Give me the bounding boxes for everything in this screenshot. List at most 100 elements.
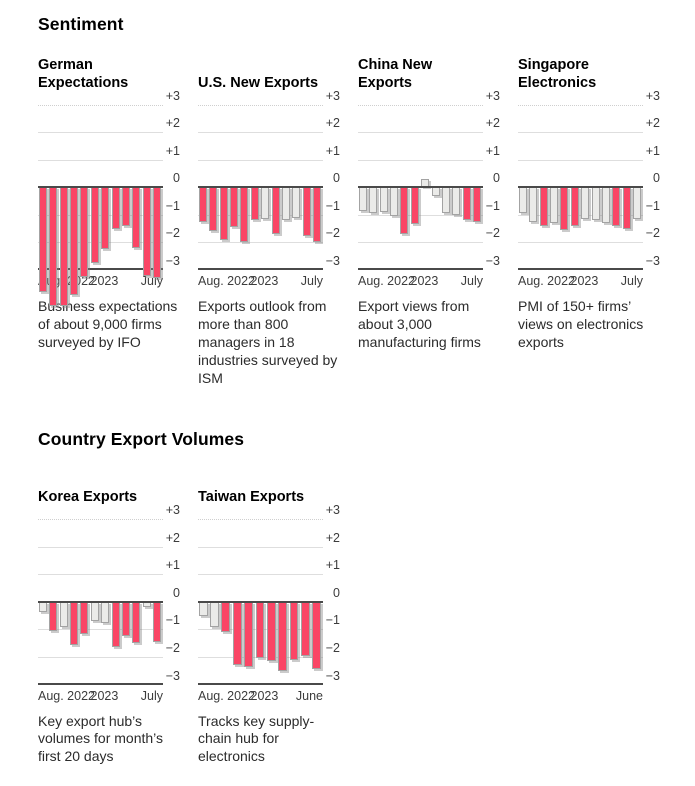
gridline-y--2	[358, 242, 483, 244]
chart-title: Singapore Electronics	[518, 57, 597, 91]
y-tick-label: 0	[173, 171, 180, 186]
bar-oct-2022	[219, 187, 228, 240]
y-tick-label: −3	[165, 668, 180, 683]
bar-mar-2023	[111, 187, 120, 229]
bar-jan-2023	[90, 187, 99, 264]
gridline-y-1	[38, 574, 163, 576]
y-tick-label: −1	[325, 613, 340, 628]
chart-caption: Key export hub’s volumes for month’s fir…	[38, 712, 164, 765]
x-tick-label: 2023	[90, 688, 119, 703]
x-tick-label: 2023	[410, 274, 439, 288]
bar-sep-2022	[49, 187, 58, 306]
bar-dec-2022	[244, 601, 253, 667]
x-tick-label: Aug. 2022	[358, 274, 415, 288]
y-tick-label: −2	[325, 226, 340, 241]
y-tick-label: −3	[325, 668, 340, 683]
y-tick-label: +2	[485, 116, 500, 131]
x-axis-baseline	[518, 268, 643, 270]
y-tick-label: −2	[485, 226, 500, 241]
bar-mar-2023	[591, 187, 600, 221]
y-tick-label: +3	[165, 503, 180, 518]
y-tick-label: +2	[325, 116, 340, 131]
gridline-y-3	[38, 104, 163, 106]
x-tick-label: June	[295, 688, 323, 703]
bar-oct-2022	[59, 187, 68, 306]
y-tick-label: −2	[325, 640, 340, 655]
gridline-y--2	[518, 242, 643, 244]
y-tick-label: −1	[325, 198, 340, 213]
gridline-y--1	[38, 629, 163, 631]
y-tick-label: −3	[325, 254, 340, 268]
x-tick-label: July	[140, 688, 163, 703]
zero-line	[358, 186, 483, 189]
bar-aug-2022	[198, 601, 208, 616]
gridline-y--1	[198, 214, 323, 216]
bar-feb-2023	[101, 601, 110, 623]
x-tick-label: Aug. 2022	[518, 274, 575, 288]
bar-apr-2023	[122, 187, 131, 226]
gridline-y-2	[358, 132, 483, 134]
chart-plot-area: +3 +2 +1 0 −1 −2 −3	[518, 89, 660, 270]
bar-feb-2023	[101, 187, 110, 250]
bar-jan-2023	[250, 187, 259, 221]
x-tick-label: Aug. 2022	[198, 274, 255, 288]
y-tick-label: 0	[333, 171, 340, 186]
zero-line	[198, 600, 323, 603]
y-tick-label: +1	[165, 558, 180, 573]
bar-sep-2022	[210, 601, 219, 627]
chart-title: Korea Exports	[38, 489, 138, 506]
chart-title: U.S. New Exports	[198, 74, 319, 91]
bar-dec-2022	[80, 187, 89, 277]
chart-singapore-electronics: Singapore Electronics +3 +2 +1 0 −1 −2 −3 Aug.…	[518, 55, 660, 388]
y-tick-label: +2	[645, 116, 660, 131]
bar-oct-2022	[221, 601, 231, 633]
section-title-country-export-volumes: Country Export Volumes	[38, 428, 245, 449]
y-tick-label: −2	[645, 226, 660, 241]
bar-nov-2022	[229, 187, 238, 228]
bar-apr-2023	[282, 187, 291, 221]
bar-apr-2023	[122, 601, 131, 637]
chart-caption: Export views from about 3,000 manufactur…	[358, 298, 481, 350]
gridline-y-2	[518, 132, 643, 134]
x-tick-label: 2023	[250, 274, 279, 288]
chart-caption: Exports outlook from more than 800 manag…	[198, 298, 338, 386]
gridline-y-2	[198, 546, 323, 548]
y-tick-label: +1	[325, 558, 340, 573]
y-tick-label: −3	[165, 254, 180, 268]
bar-dec-2022	[400, 187, 409, 235]
chart-plot-area: +3 +2 +1 0 −1 −2 −3	[38, 504, 180, 685]
gridline-y-1	[358, 159, 483, 161]
gridline-y-2	[38, 132, 163, 134]
bar-jan-2023	[570, 187, 579, 226]
zero-line	[38, 600, 163, 603]
y-tick-label: −1	[645, 198, 660, 213]
bar-aug-2022	[38, 187, 47, 293]
bar-oct-2022	[379, 187, 388, 213]
y-tick-label: −1	[165, 613, 180, 628]
y-tick-label: 0	[493, 171, 500, 186]
y-tick-label: 0	[173, 585, 180, 600]
chart-german-expectations: German Expectations +3+2+10−1−2−3 Aug. 2…	[38, 55, 180, 388]
y-tick-label: +2	[325, 530, 340, 545]
bar-oct-2022	[59, 601, 68, 627]
x-tick-label: Aug. 2022	[198, 688, 255, 703]
zero-line	[38, 186, 163, 189]
chart-title: China New Exports	[358, 57, 433, 91]
bar-nov-2022	[69, 187, 78, 295]
chart-china-new-exports: China New Exports +3 +2 +1 0 −1 −2 −3 Aug. 202…	[358, 55, 500, 388]
chart-caption: PMI of 150+ firms’ views on electronics …	[518, 298, 644, 350]
y-tick-label: +1	[485, 143, 500, 158]
gridline-y-2	[38, 546, 163, 548]
y-tick-label: +3	[485, 88, 500, 103]
chart-title: Taiwan Exports	[198, 489, 305, 506]
x-tick-label: 2023	[250, 688, 279, 703]
x-tick-label: July	[460, 274, 483, 288]
bar-jan-2023	[255, 601, 265, 659]
charts-row-sentiment: German Expectations +3 +2 +1 0 −1 −2 −3 Aug. 2…	[38, 55, 660, 388]
chart-plot-area: +3 +2 +1 0 −1 −2 −3	[198, 504, 340, 685]
gridline-y-3	[198, 519, 323, 521]
y-tick-label: −3	[485, 254, 500, 268]
bar-mar-2023	[431, 187, 440, 196]
x-axis-baseline	[38, 682, 163, 685]
